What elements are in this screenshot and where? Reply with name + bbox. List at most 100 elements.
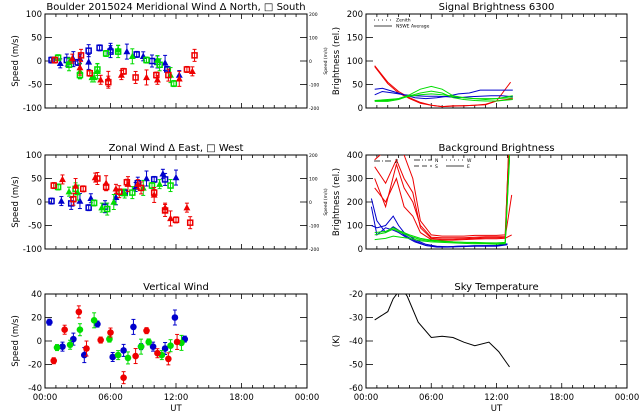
x-tick-label: 06:00	[98, 393, 123, 403]
data-point-green-square	[156, 61, 163, 69]
y-tick-label: 50	[352, 81, 363, 91]
data-point-red-triangle	[175, 75, 183, 82]
y-right-tick-label: 200	[309, 12, 318, 18]
data-layer	[48, 42, 198, 89]
data-point-red-square	[77, 52, 85, 59]
panel-signal: Signal Brightness 6300 200 150 100 50 0 Bright…	[332, 2, 628, 114]
data-point-blue-triangle	[172, 173, 180, 181]
data-point-red-square	[150, 189, 158, 196]
series-line-red-1	[374, 155, 509, 237]
data-point-red-triangle	[59, 175, 66, 183]
y-right-tick-label: 100	[309, 177, 318, 183]
y-tick-label: 100	[26, 10, 42, 20]
data-point-blue	[70, 335, 77, 343]
y-tick-label: 200	[347, 10, 363, 20]
data-point-red-square	[115, 188, 123, 195]
data-point-red-square	[86, 69, 94, 77]
data-point-green-square	[114, 48, 122, 55]
data-point-green-triangle	[65, 188, 73, 195]
data-layer	[374, 65, 513, 108]
legend: Z NS WE	[374, 158, 472, 170]
y-axis-label: Speed (m/s)	[11, 315, 21, 367]
data-point-red-triangle	[68, 55, 76, 62]
data-point-blue-triangle	[112, 193, 120, 200]
data-point-green-square	[102, 50, 110, 57]
x-tick-label: 00:00	[615, 393, 640, 403]
data-point-green-triangle	[98, 203, 106, 211]
data-point-red-triangle	[183, 203, 191, 211]
data-point-green-square	[170, 80, 178, 87]
x-tick-label: 18:00	[229, 393, 254, 403]
data-point-green-triangle	[110, 198, 118, 205]
chart-title: Background Brightness	[438, 143, 554, 154]
y-tick-label: 0	[37, 337, 42, 347]
data-point-green	[76, 326, 84, 334]
data-point-green	[145, 338, 153, 346]
data-point-green-square	[143, 56, 150, 64]
chart-title: Zonal Wind Δ East, □ West	[109, 143, 244, 154]
y-axis-label-right: Speed (m/s)	[323, 47, 329, 75]
data-point-red-triangle	[154, 76, 161, 83]
chart-title: Vertical Wind	[143, 282, 209, 293]
data-point-green-triangle	[128, 52, 136, 59]
y-right-tick-label: 100	[309, 36, 318, 42]
y-tick-label: 40	[31, 290, 42, 300]
series-line-blue-2	[374, 90, 513, 99]
data-point-red-square	[50, 182, 57, 189]
y-axis-label: Brightness (rel.)	[332, 27, 342, 95]
data-point-green	[137, 343, 145, 350]
data-point-red	[61, 326, 68, 334]
data-point-blue	[81, 351, 88, 359]
y-axis-label: Speed (m/s)	[11, 35, 21, 87]
y-right-tick-label: -200	[309, 106, 319, 112]
y-tick-label: -60	[349, 384, 363, 394]
data-point-red-square	[132, 74, 139, 81]
data-point-red-square	[102, 183, 110, 191]
data-point-green	[114, 351, 122, 359]
plot-frame	[44, 154, 308, 250]
y-tick-label: 0	[37, 198, 42, 208]
legend-label: Z	[395, 159, 398, 165]
y-tick-label: 100	[26, 151, 42, 161]
data-point-blue-triangle	[123, 47, 131, 55]
y-right-tick-label: 200	[309, 153, 318, 159]
plot-frame	[365, 293, 628, 389]
data-point-red-square	[137, 184, 145, 192]
chart-title: Boulder 2015024 Meridional Wind Δ North,…	[46, 2, 305, 13]
data-point-red	[143, 327, 150, 334]
y-tick-label: 150	[347, 34, 363, 44]
data-layer	[374, 294, 510, 368]
series-line-green-3	[374, 93, 513, 101]
y-right-tick-label: -200	[309, 247, 319, 253]
data-point-green	[124, 354, 132, 362]
data-point-green-square	[148, 182, 156, 189]
data-point-red	[97, 336, 104, 344]
series-line-sky-temp	[374, 294, 510, 368]
y-tick-label: -40	[349, 337, 363, 347]
y-right-tick-label: -100	[309, 224, 319, 230]
data-point-blue-triangle	[85, 58, 93, 65]
data-point-red-square	[191, 52, 198, 59]
data-point-red	[173, 338, 181, 346]
data-point-green-square	[65, 61, 73, 69]
data-point-red-square	[165, 71, 172, 79]
data-point-blue-square	[85, 204, 92, 211]
data-point-red-square	[51, 56, 59, 64]
x-axis-label: UT	[491, 404, 503, 414]
data-point-green-triangle	[121, 189, 129, 197]
chart-title: Sky Temperature	[454, 282, 538, 293]
data-point-red-triangle	[117, 71, 125, 78]
x-tick-label: 00:00	[33, 393, 58, 403]
data-point-blue-square	[150, 176, 158, 183]
data-point-blue	[149, 343, 157, 350]
series-line-red-4	[374, 177, 512, 241]
legend-label: S	[435, 164, 438, 170]
data-point-red-square	[186, 219, 194, 226]
y-right-tick-label: 0	[309, 59, 312, 65]
data-point-green-triangle	[90, 73, 98, 81]
series-line-green-2	[374, 155, 510, 245]
legend-label: Zenith	[396, 18, 411, 24]
x-tick-label: 12:00	[164, 393, 189, 403]
y-tick-label: -100	[23, 245, 42, 255]
